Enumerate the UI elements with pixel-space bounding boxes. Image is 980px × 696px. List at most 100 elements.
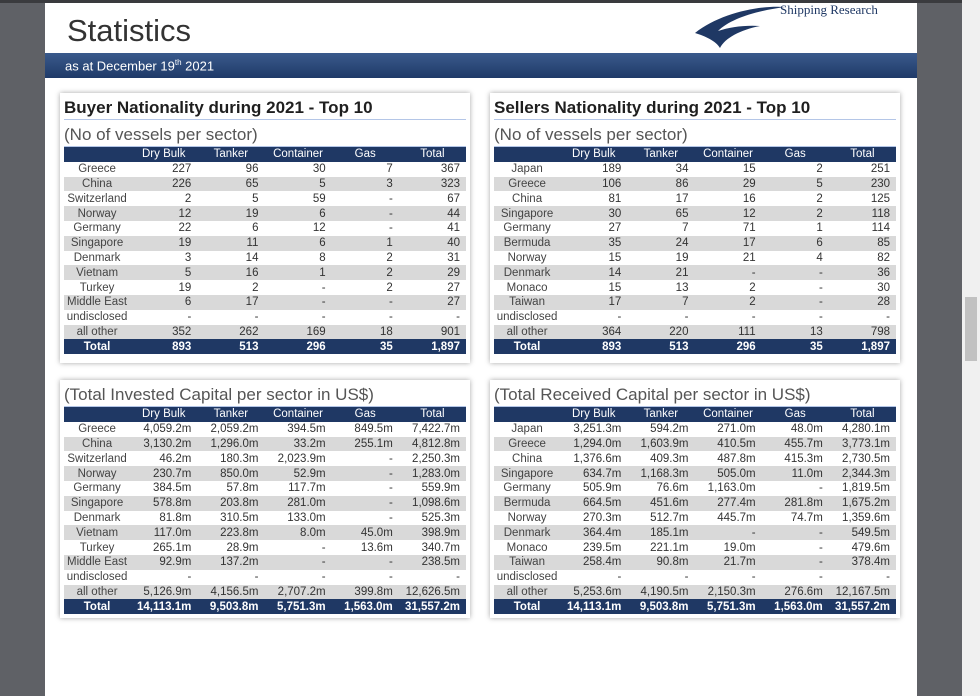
cell: 31,557.2m xyxy=(398,599,466,615)
table-subtitle: (Total Invested Capital per sector in US… xyxy=(64,383,466,407)
cell: - xyxy=(388,222,393,235)
cell: 2 xyxy=(816,163,823,176)
cell: 5,126.9m xyxy=(130,584,198,600)
header-cell: Tanker xyxy=(627,147,695,162)
scroll-thumb[interactable] xyxy=(965,297,977,361)
cell: 67 xyxy=(447,192,460,205)
table-row: Bermuda 35 24 17 6 85 xyxy=(494,235,896,251)
cell: 11 xyxy=(197,235,265,251)
table-row: all other 5,253.6m 4,190.5m 2,150.3m 276.6m 1… xyxy=(494,584,896,600)
row-label: Monaco xyxy=(506,541,548,554)
cell: 14 xyxy=(560,265,628,281)
cell: 12 xyxy=(694,206,762,221)
header-cell xyxy=(494,407,561,422)
header-cell: Container xyxy=(694,407,762,422)
cell: 57.8m xyxy=(226,482,259,495)
cell: 277.4m xyxy=(694,495,762,511)
row-label: Greece xyxy=(78,163,116,176)
cell: 125 xyxy=(870,192,890,205)
table-row: Japan 189 34 15 2 251 xyxy=(494,162,896,177)
cell: 258.4m xyxy=(560,554,628,570)
data-table: Dry Bulk Tanker Container Gas Total Greece 227… xyxy=(64,147,466,355)
cell: 2 xyxy=(761,206,829,221)
table-subtitle: (Total Received Capital per sector in US… xyxy=(494,383,896,407)
total-row: Total 14,113.1m 9,503.8m 5,751.3m 1,563.0m 31… xyxy=(64,599,466,615)
table-row: Denmark 81.8m 310.5m 133.0m - 525.3m xyxy=(64,511,466,526)
cell: 45.0m xyxy=(331,525,399,541)
cell: 65 xyxy=(197,176,265,192)
cell: - xyxy=(388,511,393,524)
data-table: Dry Bulk Tanker Container Gas Total Japan 3,25… xyxy=(494,407,896,615)
table-row: all other 364 220 111 13 798 xyxy=(494,324,896,340)
table-row: undisclosed - - - - - xyxy=(494,570,896,585)
cell: 6 xyxy=(252,222,259,235)
cell: 31 xyxy=(447,251,460,264)
cell: 513 xyxy=(627,339,695,355)
cell: 255.1m xyxy=(331,436,399,452)
row-label: Middle East xyxy=(64,294,131,310)
table-row: Greece 4,059.2m 2,059.2m 394.5m 849.5m 7,422.… xyxy=(64,422,466,437)
cell: - xyxy=(187,311,192,324)
cell: 5 xyxy=(130,265,198,281)
cell: 5,751.3m xyxy=(694,599,762,615)
row-label: Total xyxy=(494,339,561,355)
cell: 512.7m xyxy=(650,511,689,524)
cell: - xyxy=(617,571,622,584)
scrollbar[interactable] xyxy=(962,0,980,696)
cell: 1,168.3m xyxy=(627,466,695,481)
cell: 1,359.6m xyxy=(842,511,890,524)
row-label: undisclosed xyxy=(66,571,128,584)
cell: - xyxy=(684,311,689,324)
row-label: Singapore xyxy=(494,206,561,221)
table-row: Vietnam 117.0m 223.8m 8.0m 45.0m 398.9m xyxy=(64,525,466,541)
cell: - xyxy=(694,525,762,541)
table-row: Singapore 578.8m 203.8m 281.0m -1,098.6m xyxy=(64,495,466,511)
cell: - xyxy=(456,571,460,584)
table-row: Bermuda 664.5m 451.6m 277.4m 281.8m 1,675.2m xyxy=(494,495,896,511)
cell: 559.9m xyxy=(421,482,460,495)
cell: 17 xyxy=(197,294,265,310)
cell: 594.2m xyxy=(650,423,689,436)
cell: 239.5m xyxy=(582,541,622,554)
cell: 221.1m xyxy=(650,541,689,554)
row-label: Norway xyxy=(64,206,131,221)
cell: - xyxy=(751,571,756,584)
row-label: Greece xyxy=(494,176,561,192)
cell: 251 xyxy=(870,163,890,176)
table-panel: (Total Received Capital per sector in US… xyxy=(490,380,900,618)
cell: 17 xyxy=(675,192,689,205)
cell: 5 xyxy=(252,192,259,205)
cell: 35 xyxy=(761,339,829,355)
cell: 525.3m xyxy=(421,511,460,524)
cell: - xyxy=(321,571,326,584)
row-label: Greece xyxy=(494,436,561,452)
cell: 85 xyxy=(828,235,896,251)
cell: 6 xyxy=(264,206,332,221)
cell: 2 xyxy=(331,265,399,281)
cell: 12,167.5m xyxy=(828,584,896,600)
cell: 271.0m xyxy=(717,423,756,436)
row-label: undisclosed xyxy=(496,571,558,584)
row-label: Monaco xyxy=(506,281,548,294)
header-cell xyxy=(64,407,131,422)
cell: 513 xyxy=(197,339,265,355)
cell: 19 xyxy=(178,281,192,294)
cell: 850.0m xyxy=(197,466,265,481)
cell: 9,503.8m xyxy=(197,599,265,615)
header-cell: Total xyxy=(398,407,466,422)
cell: 4,812.8m xyxy=(398,436,466,452)
row-label: Norway xyxy=(64,466,131,481)
cell: 893 xyxy=(130,339,198,355)
table-panel: (Total Invested Capital per sector in US… xyxy=(60,380,470,618)
cell: 13 xyxy=(675,281,689,294)
cell: 52.9m xyxy=(264,466,332,481)
cell: - xyxy=(761,294,829,310)
cell: - xyxy=(331,554,399,570)
table-row: Monaco 15 13 2 - 30 xyxy=(494,280,896,295)
cell: 1,563.0m xyxy=(331,599,399,615)
cell: 230 xyxy=(828,176,896,192)
cell: 35 xyxy=(331,339,399,355)
cell: - xyxy=(264,294,332,310)
cell: 2,059.2m xyxy=(210,423,259,436)
